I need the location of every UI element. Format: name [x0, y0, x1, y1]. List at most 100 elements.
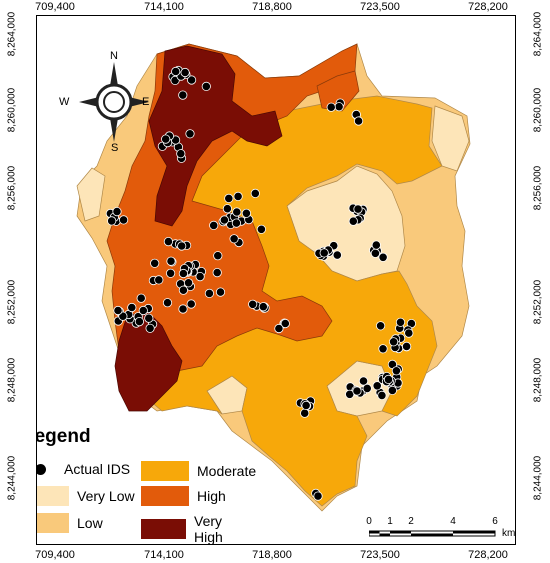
ids-point	[334, 102, 344, 112]
x-tick-top: 709,400	[35, 1, 75, 13]
ids-point	[256, 224, 266, 234]
ids-point	[178, 268, 188, 279]
legend-label: High	[197, 488, 226, 504]
scale-label: 4	[450, 516, 456, 527]
legend-item-high: High	[141, 486, 226, 506]
y-tick-left: 8,256,000	[6, 165, 18, 211]
actual-ids-points	[105, 65, 416, 501]
y-tick-right: 8,256,000	[532, 165, 544, 211]
ids-point	[178, 304, 188, 314]
ids-point	[212, 268, 222, 278]
y-tick-left: 8,244,000	[6, 455, 18, 501]
y-tick-left: 8,252,000	[6, 279, 18, 325]
x-tick-top: 718,800	[252, 1, 292, 13]
ids-point	[378, 252, 388, 262]
legend-swatch	[141, 461, 189, 481]
west-label: W	[59, 96, 70, 108]
ids-point	[404, 328, 414, 338]
y-tick-left: 8,248,000	[6, 357, 18, 403]
ids-point	[204, 288, 214, 298]
ids-point	[229, 234, 239, 244]
ids-point	[187, 75, 197, 85]
ids-point	[372, 381, 382, 391]
legend-label: Moderate	[197, 463, 257, 479]
legend-swatch	[141, 519, 187, 539]
ids-point	[383, 374, 394, 384]
ids-point	[178, 90, 188, 100]
map-frame: N S E W Legend Actual IDS Very Low Low M…	[36, 15, 516, 545]
ids-point	[178, 285, 188, 295]
ids-point	[300, 408, 310, 418]
ids-point	[201, 81, 211, 92]
ids-point	[209, 220, 219, 230]
x-tick-bottom: 714,100	[144, 549, 184, 561]
y-tick-left: 8,264,000	[6, 11, 18, 57]
ids-point	[166, 256, 176, 266]
x-tick-top: 723,500	[360, 1, 400, 13]
x-tick-bottom: 728,200	[468, 549, 508, 561]
ids-point	[113, 305, 123, 316]
ids-point	[326, 102, 336, 112]
ids-point	[171, 66, 181, 77]
ids-point	[375, 321, 386, 331]
x-tick-bottom: 709,400	[35, 549, 75, 561]
ids-point	[401, 341, 412, 351]
ids-point	[107, 216, 117, 226]
ids-point	[378, 344, 388, 354]
legend-item-very-low: Very Low	[37, 486, 135, 506]
compass-rose-icon	[79, 62, 149, 142]
ids-point	[232, 207, 242, 217]
ids-point	[313, 491, 323, 501]
legend-item-actual-ids: Actual IDS	[37, 461, 131, 477]
ids-point	[127, 302, 137, 313]
ids-point	[280, 318, 290, 329]
ids-point	[144, 313, 154, 323]
ids-point	[395, 317, 406, 327]
ids-point	[258, 302, 268, 312]
east-label: E	[142, 96, 150, 108]
ids-point	[213, 251, 223, 261]
ids-point	[388, 337, 399, 347]
legend-label: Low	[77, 515, 103, 531]
ids-point	[186, 299, 196, 309]
ids-point	[319, 248, 329, 258]
ids-point	[224, 193, 234, 203]
ids-point	[185, 129, 195, 139]
x-tick-bottom: 723,500	[360, 549, 400, 561]
ids-point	[362, 383, 372, 393]
legend-swatch	[141, 486, 189, 506]
y-tick-right: 8,264,000	[532, 11, 544, 57]
ids-point	[371, 240, 381, 250]
ids-point	[391, 366, 401, 376]
scale-bar-graphic	[369, 530, 496, 537]
ids-point	[166, 268, 176, 278]
y-tick-right: 8,248,000	[532, 357, 544, 403]
ids-point	[274, 323, 284, 334]
ids-point	[161, 134, 171, 144]
y-tick-right: 8,260,000	[532, 87, 544, 133]
ids-point	[119, 215, 129, 225]
ids-point	[145, 323, 155, 333]
ids-point	[233, 191, 243, 201]
ids-point	[177, 241, 187, 251]
ids-point	[180, 67, 190, 78]
legend-swatch	[37, 486, 69, 506]
ids-point	[231, 218, 241, 228]
ids-point	[353, 116, 364, 126]
south-label: S	[111, 142, 119, 154]
legend-item-moderate: Moderate	[141, 461, 256, 481]
ids-point	[248, 299, 258, 309]
legend-item-low: Low	[37, 513, 103, 533]
ids-point	[332, 250, 342, 260]
ids-point	[134, 316, 145, 327]
zone-high-2	[316, 70, 360, 112]
ids-point	[162, 298, 173, 308]
scale-label: 2	[408, 516, 414, 527]
legend-label: Very Low	[77, 488, 135, 504]
zone-very-low-5	[76, 167, 106, 222]
legend-label: Actual IDS	[64, 461, 131, 477]
x-tick-top: 728,200	[468, 1, 508, 13]
y-tick-left: 8,260,000	[6, 87, 18, 133]
zone-very-low-2	[431, 105, 470, 172]
ids-point	[358, 376, 369, 386]
